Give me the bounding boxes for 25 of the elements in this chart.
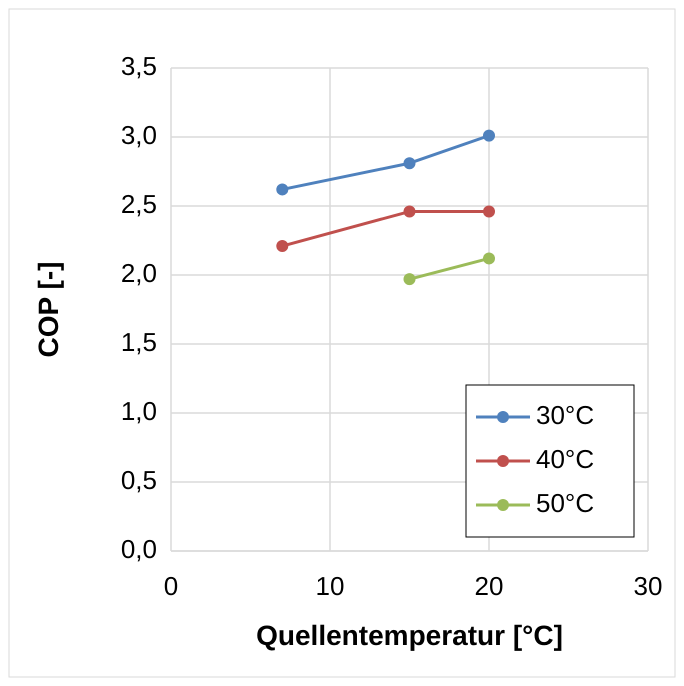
x-tick-label: 30 (634, 571, 662, 601)
y-tick-label: 0,5 (120, 464, 157, 495)
y-tick-label: 3,5 (120, 50, 157, 81)
y-tick-label: 3,0 (120, 120, 157, 150)
y-tick-label: 2,5 (120, 188, 157, 219)
legend-label: 30°C (536, 400, 594, 430)
point (276, 240, 288, 252)
point (483, 130, 495, 142)
x-tick-label: 0 (164, 571, 178, 601)
x-axis-title: Quellentemperatur [°C] (256, 620, 563, 651)
legend-label: 50°C (536, 488, 594, 518)
legend-label: 40°C (536, 444, 594, 474)
point (404, 206, 416, 218)
y-tick-label: 2,0 (120, 258, 157, 288)
point (276, 183, 288, 196)
y-axis-title: COP [-] (33, 262, 64, 358)
x-tick-label: 20 (474, 571, 504, 601)
point (404, 273, 416, 286)
x-tick-label: 10 (316, 571, 344, 601)
y-tick-label: 0,0 (120, 534, 157, 564)
y-tick-label: 1,5 (120, 326, 157, 357)
point (404, 157, 416, 170)
point (483, 252, 495, 264)
point (483, 206, 495, 218)
y-tick-label: 1,0 (120, 396, 157, 426)
